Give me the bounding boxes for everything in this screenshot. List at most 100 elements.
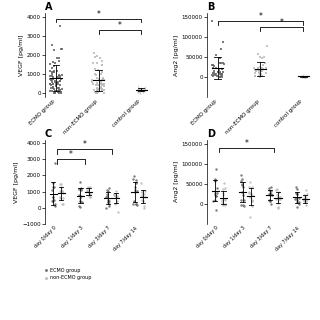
Point xyxy=(257,72,262,77)
Point xyxy=(57,58,62,63)
Point xyxy=(100,82,105,87)
Point xyxy=(220,72,225,77)
Point xyxy=(50,74,55,79)
Point xyxy=(131,177,136,182)
Point xyxy=(137,90,142,95)
Point xyxy=(252,68,257,73)
Point xyxy=(135,88,140,93)
Point xyxy=(301,198,307,203)
Point xyxy=(51,197,56,202)
Point xyxy=(259,68,264,73)
Point xyxy=(266,186,271,191)
Point xyxy=(256,70,261,75)
Point xyxy=(50,69,55,74)
Point xyxy=(105,192,110,197)
Point xyxy=(56,55,61,60)
Point xyxy=(134,188,139,193)
Point xyxy=(239,173,244,178)
Point xyxy=(276,195,282,200)
Point xyxy=(105,187,110,192)
Point xyxy=(267,192,272,197)
Point xyxy=(58,88,63,93)
Point xyxy=(51,69,56,74)
Point xyxy=(252,73,257,78)
Point xyxy=(60,191,66,196)
Point xyxy=(222,180,227,185)
Point xyxy=(57,74,62,79)
Point xyxy=(92,67,97,72)
Point xyxy=(53,90,58,95)
Point xyxy=(52,161,58,166)
Point xyxy=(105,199,110,204)
Point xyxy=(135,85,140,91)
Point xyxy=(95,87,100,92)
Point xyxy=(303,74,308,79)
Point xyxy=(57,79,62,84)
Point xyxy=(59,46,64,51)
Point xyxy=(241,197,246,202)
Point xyxy=(214,52,219,58)
Point xyxy=(139,85,144,90)
Text: *: * xyxy=(245,139,249,148)
Point xyxy=(222,186,228,191)
Point xyxy=(59,86,64,91)
Point xyxy=(98,84,103,89)
Point xyxy=(213,190,218,196)
Point xyxy=(112,192,117,197)
Point xyxy=(102,84,107,89)
Point xyxy=(250,204,255,209)
Point xyxy=(99,58,104,63)
Point xyxy=(86,188,91,193)
Point xyxy=(58,76,63,82)
Point xyxy=(303,187,308,192)
Point xyxy=(106,186,111,191)
Point xyxy=(77,205,82,210)
Point xyxy=(140,198,145,203)
Point xyxy=(99,71,104,76)
Point xyxy=(95,90,100,95)
Point xyxy=(140,192,145,197)
Point xyxy=(220,39,225,44)
Point xyxy=(220,201,226,206)
Point xyxy=(239,177,244,182)
Point xyxy=(217,75,222,80)
Point xyxy=(218,71,223,76)
Point xyxy=(104,205,109,211)
Point xyxy=(139,88,144,93)
Point xyxy=(132,189,138,194)
Point xyxy=(59,188,64,194)
Point xyxy=(112,192,117,197)
Point xyxy=(135,89,140,94)
Point xyxy=(305,73,310,78)
Point xyxy=(50,89,55,94)
Point xyxy=(115,209,120,214)
Point xyxy=(139,180,144,186)
Point xyxy=(219,72,224,77)
Point xyxy=(104,195,109,200)
Point xyxy=(209,18,214,23)
Point xyxy=(248,215,253,220)
Point xyxy=(112,194,117,199)
Point xyxy=(47,88,52,93)
Point xyxy=(79,186,84,191)
Point xyxy=(255,51,260,56)
Point xyxy=(275,195,280,200)
Point xyxy=(263,70,268,76)
Point xyxy=(274,196,279,201)
Point xyxy=(50,185,55,190)
Point xyxy=(55,75,60,80)
Point xyxy=(240,182,245,187)
Point xyxy=(141,86,146,91)
Text: D: D xyxy=(207,129,215,139)
Point xyxy=(93,72,98,77)
Point xyxy=(51,60,56,65)
Point xyxy=(55,55,60,60)
Point xyxy=(94,90,99,95)
Point xyxy=(57,91,62,96)
Point xyxy=(95,89,100,94)
Point xyxy=(49,187,54,192)
Point xyxy=(58,73,63,78)
Point xyxy=(91,61,96,66)
Point xyxy=(213,192,218,197)
Point xyxy=(220,69,225,75)
